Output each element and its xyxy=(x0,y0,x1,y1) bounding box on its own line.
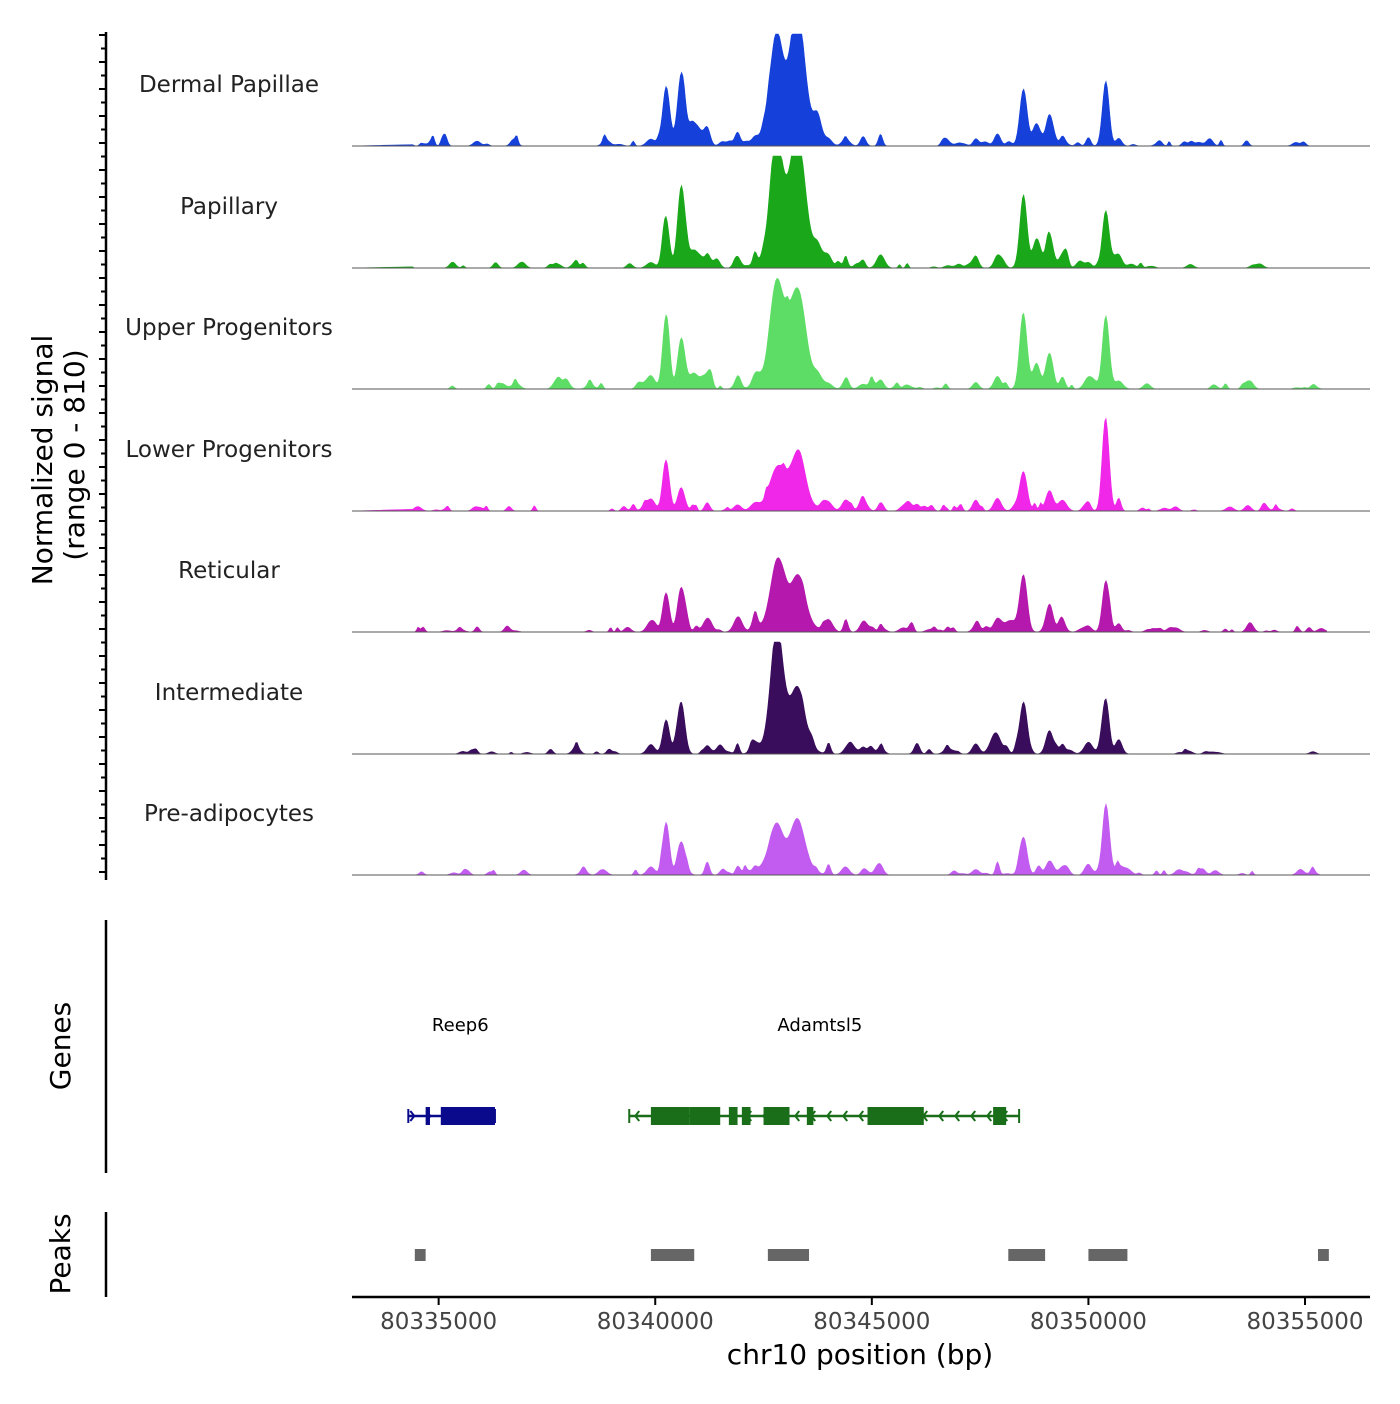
strand-arrow xyxy=(825,1110,833,1122)
exon xyxy=(650,1107,690,1125)
peak-region xyxy=(1008,1249,1046,1261)
peak-region xyxy=(650,1249,695,1261)
x-axis: 80335000 80340000 80345000 80350000 80355000 xyxy=(352,1295,1370,1335)
peak-region xyxy=(767,1249,810,1261)
genes-panel-label: Genes xyxy=(44,1002,77,1090)
y-axis-title: Normalized signal xyxy=(26,335,59,586)
x-tick-label: 80335000 xyxy=(380,1309,497,1335)
exon xyxy=(728,1107,738,1125)
coverage-track-papillary: Papillary xyxy=(180,155,1370,269)
exon xyxy=(867,1107,894,1125)
strand-arrow xyxy=(937,1110,945,1122)
coverage-track-upper-progenitors: Upper Progenitors xyxy=(125,278,1370,390)
gene-track: Reep6 Adamtsl5 xyxy=(104,920,1021,1173)
track-label: Papillary xyxy=(180,194,278,220)
coverage-track-intermediate: Intermediate xyxy=(155,641,1370,755)
track-label: Intermediate xyxy=(155,680,303,706)
exon xyxy=(763,1107,790,1125)
exon xyxy=(806,1107,814,1125)
strand-arrow xyxy=(633,1110,641,1122)
peak-region xyxy=(414,1249,426,1261)
strand-arrow xyxy=(793,1110,801,1122)
coverage-track-lower-progenitors: Lower Progenitors xyxy=(126,417,1370,512)
coverage-track-dermal-papillae: Dermal Papillae xyxy=(139,33,1370,147)
coverage-area xyxy=(352,278,1327,390)
track-label: Reticular xyxy=(178,558,280,584)
exon xyxy=(689,1107,721,1125)
peak-region xyxy=(1088,1249,1128,1261)
track-label: Dermal Papillae xyxy=(139,72,319,98)
coverage-area xyxy=(351,417,1327,512)
coverage-area xyxy=(352,803,1327,876)
peak-region xyxy=(1318,1249,1329,1261)
coverage-track-pre-adipocytes: Pre-adipocytes xyxy=(144,801,1370,876)
x-tick-label: 80345000 xyxy=(813,1309,930,1335)
exon xyxy=(893,1107,924,1125)
gene-label: Reep6 xyxy=(432,1015,489,1036)
track-label: Lower Progenitors xyxy=(126,437,333,463)
y-axis-range-label: (range 0 - 810) xyxy=(58,349,91,560)
peak-track xyxy=(104,1212,1329,1297)
coverage-track-reticular: Reticular xyxy=(178,557,1370,633)
strand-arrow xyxy=(841,1110,849,1122)
exon xyxy=(741,1107,751,1125)
coverage-area xyxy=(351,33,1327,147)
coverage-area xyxy=(352,641,1327,755)
track-label: Pre-adipocytes xyxy=(144,801,314,827)
exon xyxy=(425,1107,430,1125)
peaks-panel-label: Peaks xyxy=(44,1213,77,1294)
x-tick-label: 80340000 xyxy=(597,1309,714,1335)
strand-arrow xyxy=(969,1110,977,1122)
coverage-area xyxy=(351,155,1327,269)
track-label: Upper Progenitors xyxy=(125,315,333,341)
gene-adamtsl5: Adamtsl5 xyxy=(628,1015,1021,1125)
strand-arrow xyxy=(409,1110,416,1122)
signal-axis xyxy=(99,32,108,880)
gene-reep6: Reep6 xyxy=(407,1015,496,1125)
x-tick-label: 80355000 xyxy=(1246,1309,1363,1335)
strand-arrow xyxy=(857,1110,865,1122)
x-tick-label: 80350000 xyxy=(1030,1309,1147,1335)
strand-arrow xyxy=(985,1110,993,1122)
coverage-area xyxy=(352,557,1327,633)
gene-label: Adamtsl5 xyxy=(777,1015,862,1036)
x-axis-title: chr10 position (bp) xyxy=(727,1338,993,1371)
coverage-tracks: Dermal Papillae Papillary Upper Progenitor… xyxy=(125,33,1370,876)
exon xyxy=(440,1107,495,1125)
strand-arrow xyxy=(953,1110,961,1122)
exon xyxy=(993,1107,1007,1125)
